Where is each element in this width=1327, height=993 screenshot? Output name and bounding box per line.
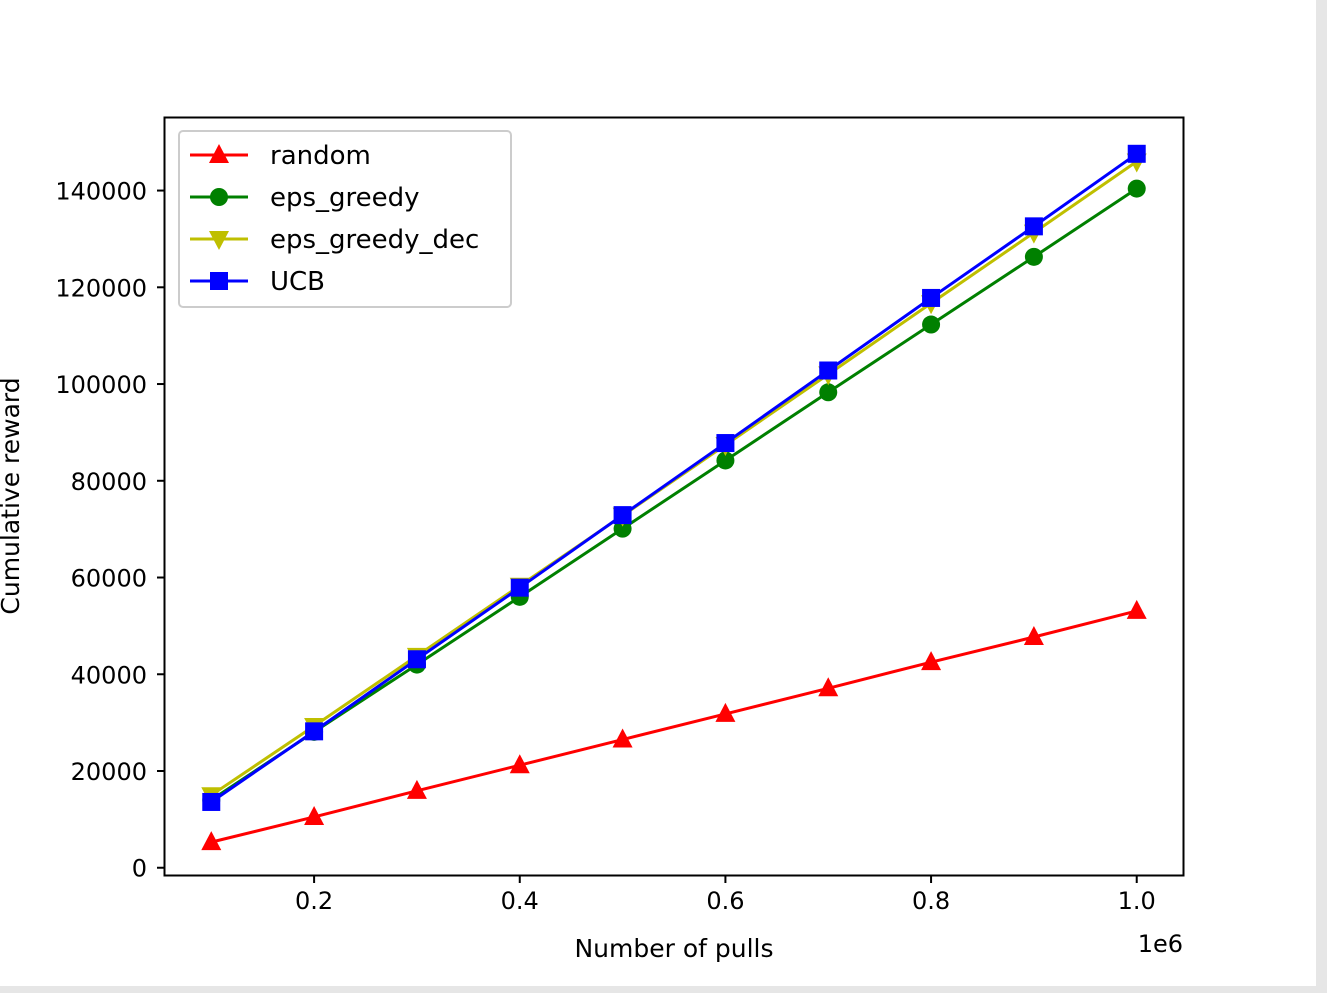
x-tick-label: 0.2 <box>295 887 333 915</box>
data-point-random <box>715 702 736 722</box>
x-tick-label: 0.6 <box>706 887 744 915</box>
y-tick-label: 80000 <box>71 468 147 496</box>
data-point-eps_greedy <box>1127 179 1146 198</box>
y-tick-label: 40000 <box>71 661 147 689</box>
y-tick-label: 100000 <box>55 371 147 399</box>
plot-frame <box>163 116 1185 877</box>
data-point-UCB <box>305 722 324 741</box>
data-point-random <box>304 805 325 825</box>
legend-frame <box>178 130 512 308</box>
data-point-UCB <box>1127 144 1146 163</box>
legend-marker-random <box>209 144 229 163</box>
data-point-random <box>921 651 942 671</box>
data-point-eps_greedy <box>819 383 838 402</box>
data-point-UCB <box>613 506 632 525</box>
data-point-random <box>509 754 530 774</box>
y-tick-label: 0 <box>132 855 147 883</box>
legend: random eps_greedy eps_greedy_dec UCB <box>178 130 512 308</box>
data-point-UCB <box>922 288 941 307</box>
series-line-eps_greedy <box>210 187 1138 802</box>
data-point-random <box>406 779 427 799</box>
data-point-random <box>818 677 839 697</box>
x-axis-offset-label: 1e6 <box>1138 930 1183 958</box>
legend-item-random: random <box>190 141 371 171</box>
series-line-random <box>210 609 1138 844</box>
data-point-random <box>1023 626 1044 646</box>
x-tick-label: 0.4 <box>501 887 539 915</box>
data-point-UCB <box>1024 217 1043 236</box>
x-tick-label: 0.8 <box>912 887 950 915</box>
y-tick-label: 60000 <box>71 565 147 593</box>
data-point-random <box>612 728 633 748</box>
data-point-UCB <box>407 650 426 669</box>
series-UCB <box>202 144 1146 811</box>
legend-label: random <box>270 141 371 171</box>
data-point-UCB <box>510 578 529 597</box>
y-tick-label: 120000 <box>55 274 147 302</box>
data-point-eps_greedy <box>1024 247 1043 266</box>
legend-marker-eps_greedy_dec <box>209 231 229 250</box>
data-point-UCB <box>202 792 221 811</box>
y-axis: 0 20000 40000 60000 80000 100000 120000 140000 <box>55 178 165 883</box>
series-random <box>201 599 1147 851</box>
legend-item-UCB: UCB <box>190 267 325 297</box>
x-axis: 0.2 0.4 0.6 0.8 1.0 <box>295 875 1156 915</box>
data-point-UCB <box>819 361 838 380</box>
y-tick-label: 20000 <box>71 758 147 786</box>
data-point-eps_greedy <box>613 519 632 538</box>
legend-item-eps_greedy: eps_greedy <box>190 183 420 213</box>
x-axis-label: Number of pulls <box>574 934 773 963</box>
x-tick-label: 1.0 <box>1118 887 1156 915</box>
legend-label: UCB <box>270 267 325 297</box>
legend-marker-UCB <box>210 272 228 290</box>
y-tick-label: 140000 <box>55 178 147 206</box>
y-axis-label: Cumulative reward <box>0 377 25 614</box>
legend-label: eps_greedy <box>270 183 420 213</box>
legend-label: eps_greedy_dec <box>270 225 479 255</box>
data-point-eps_greedy <box>716 451 735 470</box>
legend-marker-eps_greedy <box>210 188 228 206</box>
data-point-random <box>201 831 222 851</box>
series-line-UCB <box>210 152 1138 804</box>
data-point-eps_greedy <box>922 315 941 334</box>
legend-item-eps_greedy_dec: eps_greedy_dec <box>190 225 479 255</box>
data-point-UCB <box>716 434 735 453</box>
series-layer <box>201 144 1147 851</box>
data-point-random <box>1126 599 1147 619</box>
